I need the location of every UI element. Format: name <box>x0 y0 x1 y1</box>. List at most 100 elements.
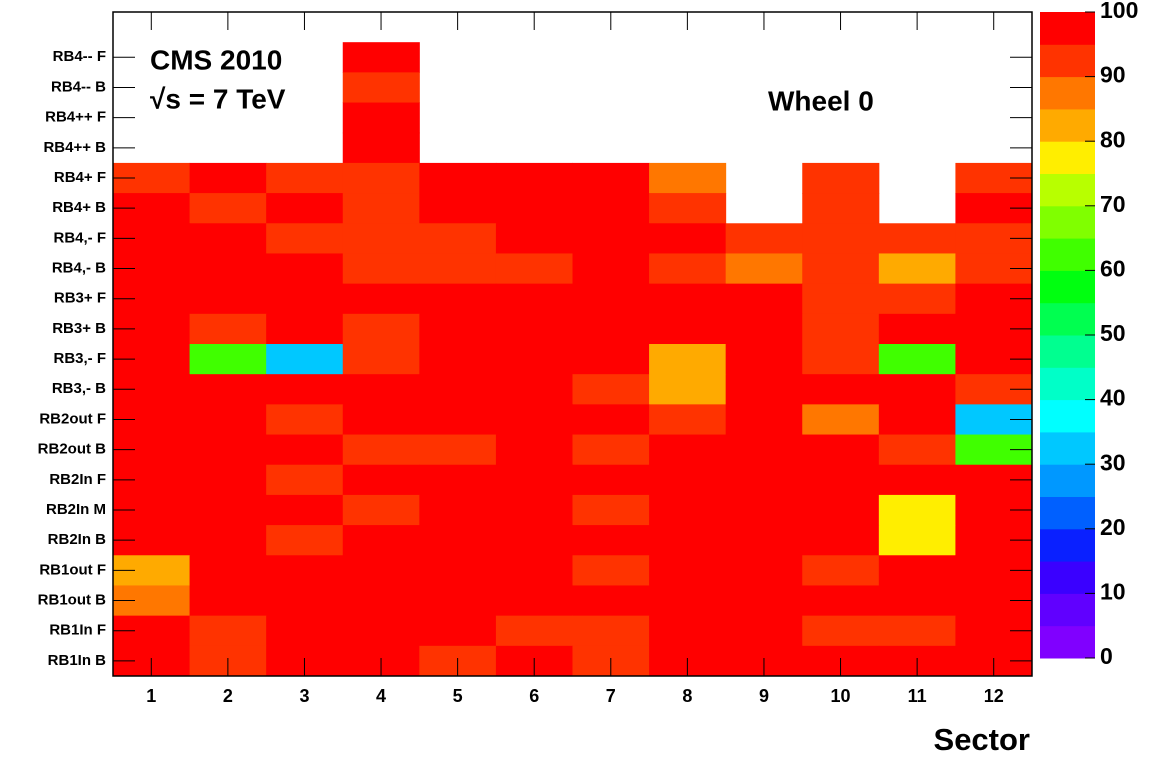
cell <box>266 223 344 254</box>
colorbar-bin <box>1040 367 1095 401</box>
cell <box>342 72 420 104</box>
cell <box>802 464 880 496</box>
cell <box>342 223 420 254</box>
colorbar-tick-label: 30 <box>1100 449 1126 475</box>
cell <box>342 615 420 647</box>
cell <box>572 404 650 436</box>
y-tick-label: RB4,- B <box>52 260 106 277</box>
cell <box>189 555 267 586</box>
cell <box>266 494 344 526</box>
cell <box>802 555 880 586</box>
colorbar-bin <box>1040 76 1095 110</box>
x-tick-label: 6 <box>529 686 539 706</box>
colorbar-bin <box>1040 141 1095 174</box>
cell <box>572 253 650 285</box>
colorbar-bin <box>1040 625 1095 659</box>
cell <box>342 193 420 224</box>
y-tick-label: RB4-- F <box>53 48 106 65</box>
x-tick-label: 11 <box>908 686 927 706</box>
colorbar-bin <box>1040 335 1095 368</box>
y-tick-label: RB4+ B <box>52 199 106 216</box>
colorbar-tick-label: 90 <box>1100 62 1126 88</box>
colorbar-bin <box>1040 431 1095 465</box>
x-tick-label: 5 <box>453 686 463 706</box>
colorbar-bin <box>1040 205 1095 239</box>
annotation: CMS 2010 <box>150 44 282 75</box>
cell <box>495 283 573 315</box>
cell <box>878 253 956 285</box>
cell <box>649 374 727 405</box>
cell <box>802 494 880 526</box>
cell <box>419 404 497 436</box>
cell <box>266 253 344 285</box>
cell <box>649 404 727 436</box>
cell <box>419 374 497 405</box>
cell <box>572 525 650 556</box>
cell <box>266 344 344 375</box>
x-tick-label: 10 <box>831 686 851 706</box>
x-tick-label: 4 <box>376 686 386 706</box>
y-tick-label: RB1In F <box>49 622 106 639</box>
cell <box>725 253 803 285</box>
cell <box>802 193 880 224</box>
cell <box>419 494 497 526</box>
cell <box>189 615 267 647</box>
cell <box>342 404 420 436</box>
cell <box>342 42 420 73</box>
cell <box>495 313 573 345</box>
x-tick-label: 1 <box>146 686 156 706</box>
colorbar-bin <box>1040 12 1095 45</box>
cell <box>495 434 573 466</box>
colorbar-tick-label: 40 <box>1100 385 1126 411</box>
cell <box>725 464 803 496</box>
cell <box>342 555 420 586</box>
y-tick-label: RB2In F <box>49 471 106 488</box>
cell <box>572 283 650 315</box>
y-tick-label: RB2In B <box>48 531 107 548</box>
cell <box>419 555 497 586</box>
cell <box>572 464 650 496</box>
cell <box>878 494 956 526</box>
cell <box>495 193 573 224</box>
cell <box>649 253 727 285</box>
y-tick-label: RB2out B <box>38 441 106 458</box>
cell <box>649 162 727 194</box>
colorbar-bin <box>1040 270 1095 304</box>
cell <box>342 162 420 194</box>
cell <box>266 193 344 224</box>
x-axis-title: Sector <box>934 722 1030 757</box>
annotation: √s = 7 TeV <box>150 83 286 114</box>
y-tick-label: RB3,- F <box>54 350 107 367</box>
cell <box>342 525 420 556</box>
cell <box>572 555 650 586</box>
cell <box>572 585 650 617</box>
cell <box>572 193 650 224</box>
cell <box>572 615 650 647</box>
cell <box>189 313 267 345</box>
cell <box>572 223 650 254</box>
cell <box>878 344 956 375</box>
colorbar-tick-label: 20 <box>1100 514 1126 540</box>
colorbar-bin <box>1040 561 1095 594</box>
cell <box>725 374 803 405</box>
cell <box>266 374 344 405</box>
cell <box>266 162 344 194</box>
colorbar-bin <box>1040 464 1095 497</box>
cell <box>495 525 573 556</box>
cell <box>266 404 344 436</box>
cell <box>342 434 420 466</box>
plot-frame <box>112 11 1033 677</box>
cell <box>649 555 727 586</box>
cell <box>725 555 803 586</box>
cell <box>419 253 497 285</box>
cell <box>189 283 267 315</box>
cell <box>189 374 267 405</box>
cell <box>495 615 573 647</box>
cell <box>266 313 344 345</box>
cell <box>189 193 267 224</box>
cell <box>572 374 650 405</box>
cell <box>802 313 880 345</box>
cell <box>649 313 727 345</box>
cell <box>189 585 267 617</box>
